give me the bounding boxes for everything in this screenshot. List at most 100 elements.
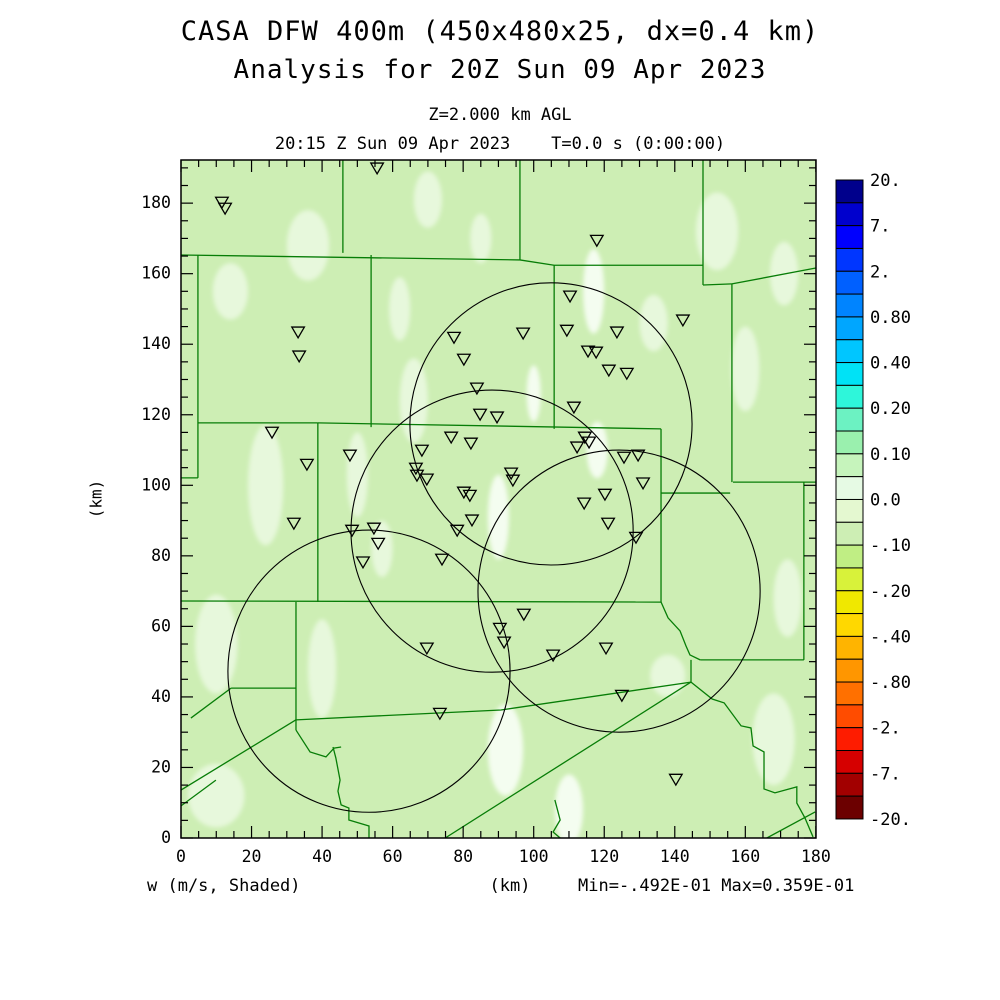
x-axis-tick-label: 160 xyxy=(730,847,760,866)
station-marker xyxy=(355,556,371,570)
x-axis-title: (km) xyxy=(489,876,531,896)
field-pale-patch xyxy=(470,213,492,264)
colorbar-cell xyxy=(835,750,864,774)
x-axis-tick-label: 40 xyxy=(312,847,332,866)
station-marker xyxy=(434,553,450,567)
field-pale-patch xyxy=(554,774,584,838)
county-boundary xyxy=(444,681,692,838)
x-axis-tick-label: 80 xyxy=(453,847,473,866)
station-marker xyxy=(559,324,575,338)
field-pale-patch xyxy=(773,559,802,637)
colorbar-cell xyxy=(835,293,864,318)
station-marker xyxy=(449,524,465,538)
colorbar-cell xyxy=(835,544,864,569)
county-boundary xyxy=(181,719,297,791)
station-marker xyxy=(456,486,472,500)
colorbar-cell xyxy=(835,635,864,660)
field-pale-patch xyxy=(212,263,249,320)
station-marker xyxy=(576,497,592,511)
colorbar-cell xyxy=(835,521,864,546)
station-marker xyxy=(675,314,691,328)
radar-range-circle xyxy=(477,449,761,733)
field-pale-patch xyxy=(248,425,284,546)
station-marker xyxy=(492,622,508,636)
station-marker xyxy=(344,524,360,538)
field-pale-patch xyxy=(307,619,337,719)
colorbar-cell xyxy=(835,476,864,500)
station-marker xyxy=(598,642,614,656)
colorbar-cell xyxy=(835,453,864,478)
colorbar-label: 2. xyxy=(870,262,890,282)
field-pale-patch xyxy=(583,248,605,334)
station-marker xyxy=(581,436,597,450)
level-label: Z=2.000 km AGL xyxy=(428,105,572,125)
station-marker xyxy=(369,162,385,176)
colorbar-cell xyxy=(835,704,864,729)
station-marker xyxy=(366,522,382,536)
station-marker xyxy=(635,477,651,491)
field-pale-patch xyxy=(526,365,541,422)
county-boundary xyxy=(690,681,814,838)
y-axis-tick-label: 120 xyxy=(141,405,171,424)
y-axis-tick-label: 100 xyxy=(141,475,171,494)
colorbar-cell xyxy=(835,384,864,409)
field-label: w (m/s, Shaded) xyxy=(147,876,301,896)
y-axis-tick-label: 160 xyxy=(141,264,171,283)
x-axis-tick-label: 120 xyxy=(589,847,619,866)
station-marker xyxy=(432,707,448,721)
county-boundary xyxy=(181,779,217,807)
county-boundary xyxy=(181,254,520,261)
station-marker xyxy=(472,408,488,422)
station-marker xyxy=(264,426,280,440)
station-marker xyxy=(516,608,532,622)
station-marker xyxy=(630,449,646,463)
colorbar-label: 0.20 xyxy=(870,399,911,419)
county-boundary xyxy=(702,283,732,286)
county-boundary xyxy=(731,267,816,285)
y-axis-tick-label: 20 xyxy=(151,757,171,776)
field-pale-patch xyxy=(413,171,442,228)
station-marker xyxy=(217,202,233,216)
station-marker xyxy=(291,350,307,364)
page-subtitle: Analysis for 20Z Sun 09 Apr 2023 xyxy=(233,55,767,85)
county-boundary xyxy=(190,687,232,719)
axis-labels: 0 20 40 60 80 100 120 140 160 180 0 20 40 60 80 100 120 1… xyxy=(141,193,831,866)
station-marker xyxy=(601,364,617,378)
county-boundary-layer xyxy=(181,160,816,838)
colorbar: 20. 7. 2. 0.80 0.40 0.20 0.10 0.0 -.10 -.20 -.40 -.… xyxy=(835,171,911,830)
field-pale-patch xyxy=(752,693,795,786)
x-axis-tick-label: 100 xyxy=(519,847,549,866)
colorbar-label: 7. xyxy=(870,217,890,237)
station-marker xyxy=(489,411,505,425)
colorbar-cell xyxy=(835,772,864,797)
colorbar-label: 0.10 xyxy=(870,445,911,465)
station-marker xyxy=(616,451,632,465)
station-marker xyxy=(580,345,596,359)
colorbar-label: -.40 xyxy=(870,627,911,647)
radar-range-circle xyxy=(227,529,511,813)
colorbar-cell xyxy=(835,795,864,820)
station-marker xyxy=(562,290,578,304)
county-boundary xyxy=(295,729,342,758)
station-marker xyxy=(503,467,519,481)
colorbar-label: 0.80 xyxy=(870,308,911,328)
colorbar-label: -7. xyxy=(870,764,901,784)
field-pale-patch xyxy=(650,654,686,697)
station-marker xyxy=(614,689,630,703)
station-marker xyxy=(609,326,625,340)
station-marker xyxy=(370,537,386,551)
colorbar-cell xyxy=(835,567,864,592)
station-marker xyxy=(342,449,358,463)
station-marker xyxy=(545,649,561,663)
axis-ticks xyxy=(180,160,817,839)
station-marker xyxy=(443,431,459,445)
colorbar-cell xyxy=(835,658,864,683)
station-marker xyxy=(456,353,472,367)
field-pale-patch xyxy=(389,277,411,341)
station-marker xyxy=(505,474,521,488)
station-marker xyxy=(299,458,315,472)
station-layer xyxy=(214,162,691,787)
y-axis-tick-label: 60 xyxy=(151,616,171,635)
